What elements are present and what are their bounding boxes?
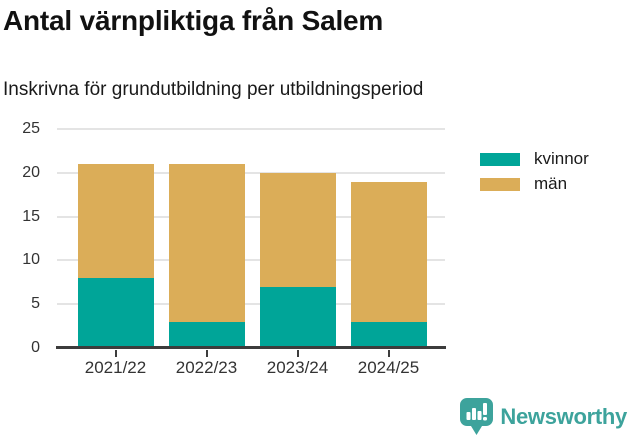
x-tick-label: 2024/25	[357, 358, 420, 377]
grid-line	[57, 171, 445, 174]
bar-2024-25	[350, 181, 427, 348]
y-tick-label: 25	[22, 120, 40, 137]
chart-title: Antal värnpliktiga från Salem	[3, 5, 384, 36]
chart-subtitle: Inskrivna för grundutbildning per utbild…	[3, 79, 424, 100]
legend-label: män	[534, 174, 568, 193]
x-axis-tick	[387, 350, 390, 357]
bar-segment-kvinnor	[350, 321, 427, 348]
grid-line	[57, 128, 445, 130]
bar-2021-22	[77, 164, 154, 348]
grid-line	[57, 259, 445, 262]
grid-line	[57, 303, 445, 306]
bar-segment-män	[350, 181, 427, 322]
legend-swatch-män	[480, 177, 520, 191]
newsworthy-logo-icon	[460, 398, 494, 435]
bar-segment-kvinnor	[77, 277, 154, 348]
legend-label: kvinnor	[534, 149, 589, 168]
bar-2022-23	[168, 164, 245, 348]
x-tick-label: 2022/23	[175, 358, 238, 377]
y-tick-label: 20	[22, 163, 40, 181]
legend-swatch-kvinnor	[480, 152, 520, 166]
y-tick-label: 10	[22, 251, 40, 269]
brand-footer: Newsworthy	[460, 398, 627, 436]
bar-segment-kvinnor	[168, 321, 245, 348]
y-tick-label: 0	[31, 339, 40, 356]
plot-area: 0 5 10 15 20 25 2021/22 2022/23 2023/24 2024/25	[22, 121, 446, 377]
legend: kvinnor män	[480, 150, 589, 200]
x-axis-line	[56, 346, 446, 349]
bar-segment-män	[168, 164, 245, 322]
x-axis-tick	[296, 350, 299, 357]
x-axis-tick	[114, 350, 117, 357]
bar-segment-män	[259, 172, 336, 287]
x-axis-tick	[205, 350, 208, 357]
y-tick-label: 5	[31, 295, 40, 313]
bar-segment-kvinnor	[259, 286, 336, 348]
legend-item-män: män	[480, 175, 589, 193]
bar-2023-24	[259, 172, 336, 348]
x-tick-label: 2023/24	[266, 358, 329, 377]
y-tick-label: 15	[22, 207, 40, 225]
legend-item-kvinnor: kvinnor	[480, 150, 589, 168]
brand-name: Newsworthy	[500, 404, 627, 429]
bar-segment-män	[77, 164, 154, 278]
x-tick-label: 2021/22	[84, 358, 147, 377]
grid-line	[57, 215, 445, 218]
